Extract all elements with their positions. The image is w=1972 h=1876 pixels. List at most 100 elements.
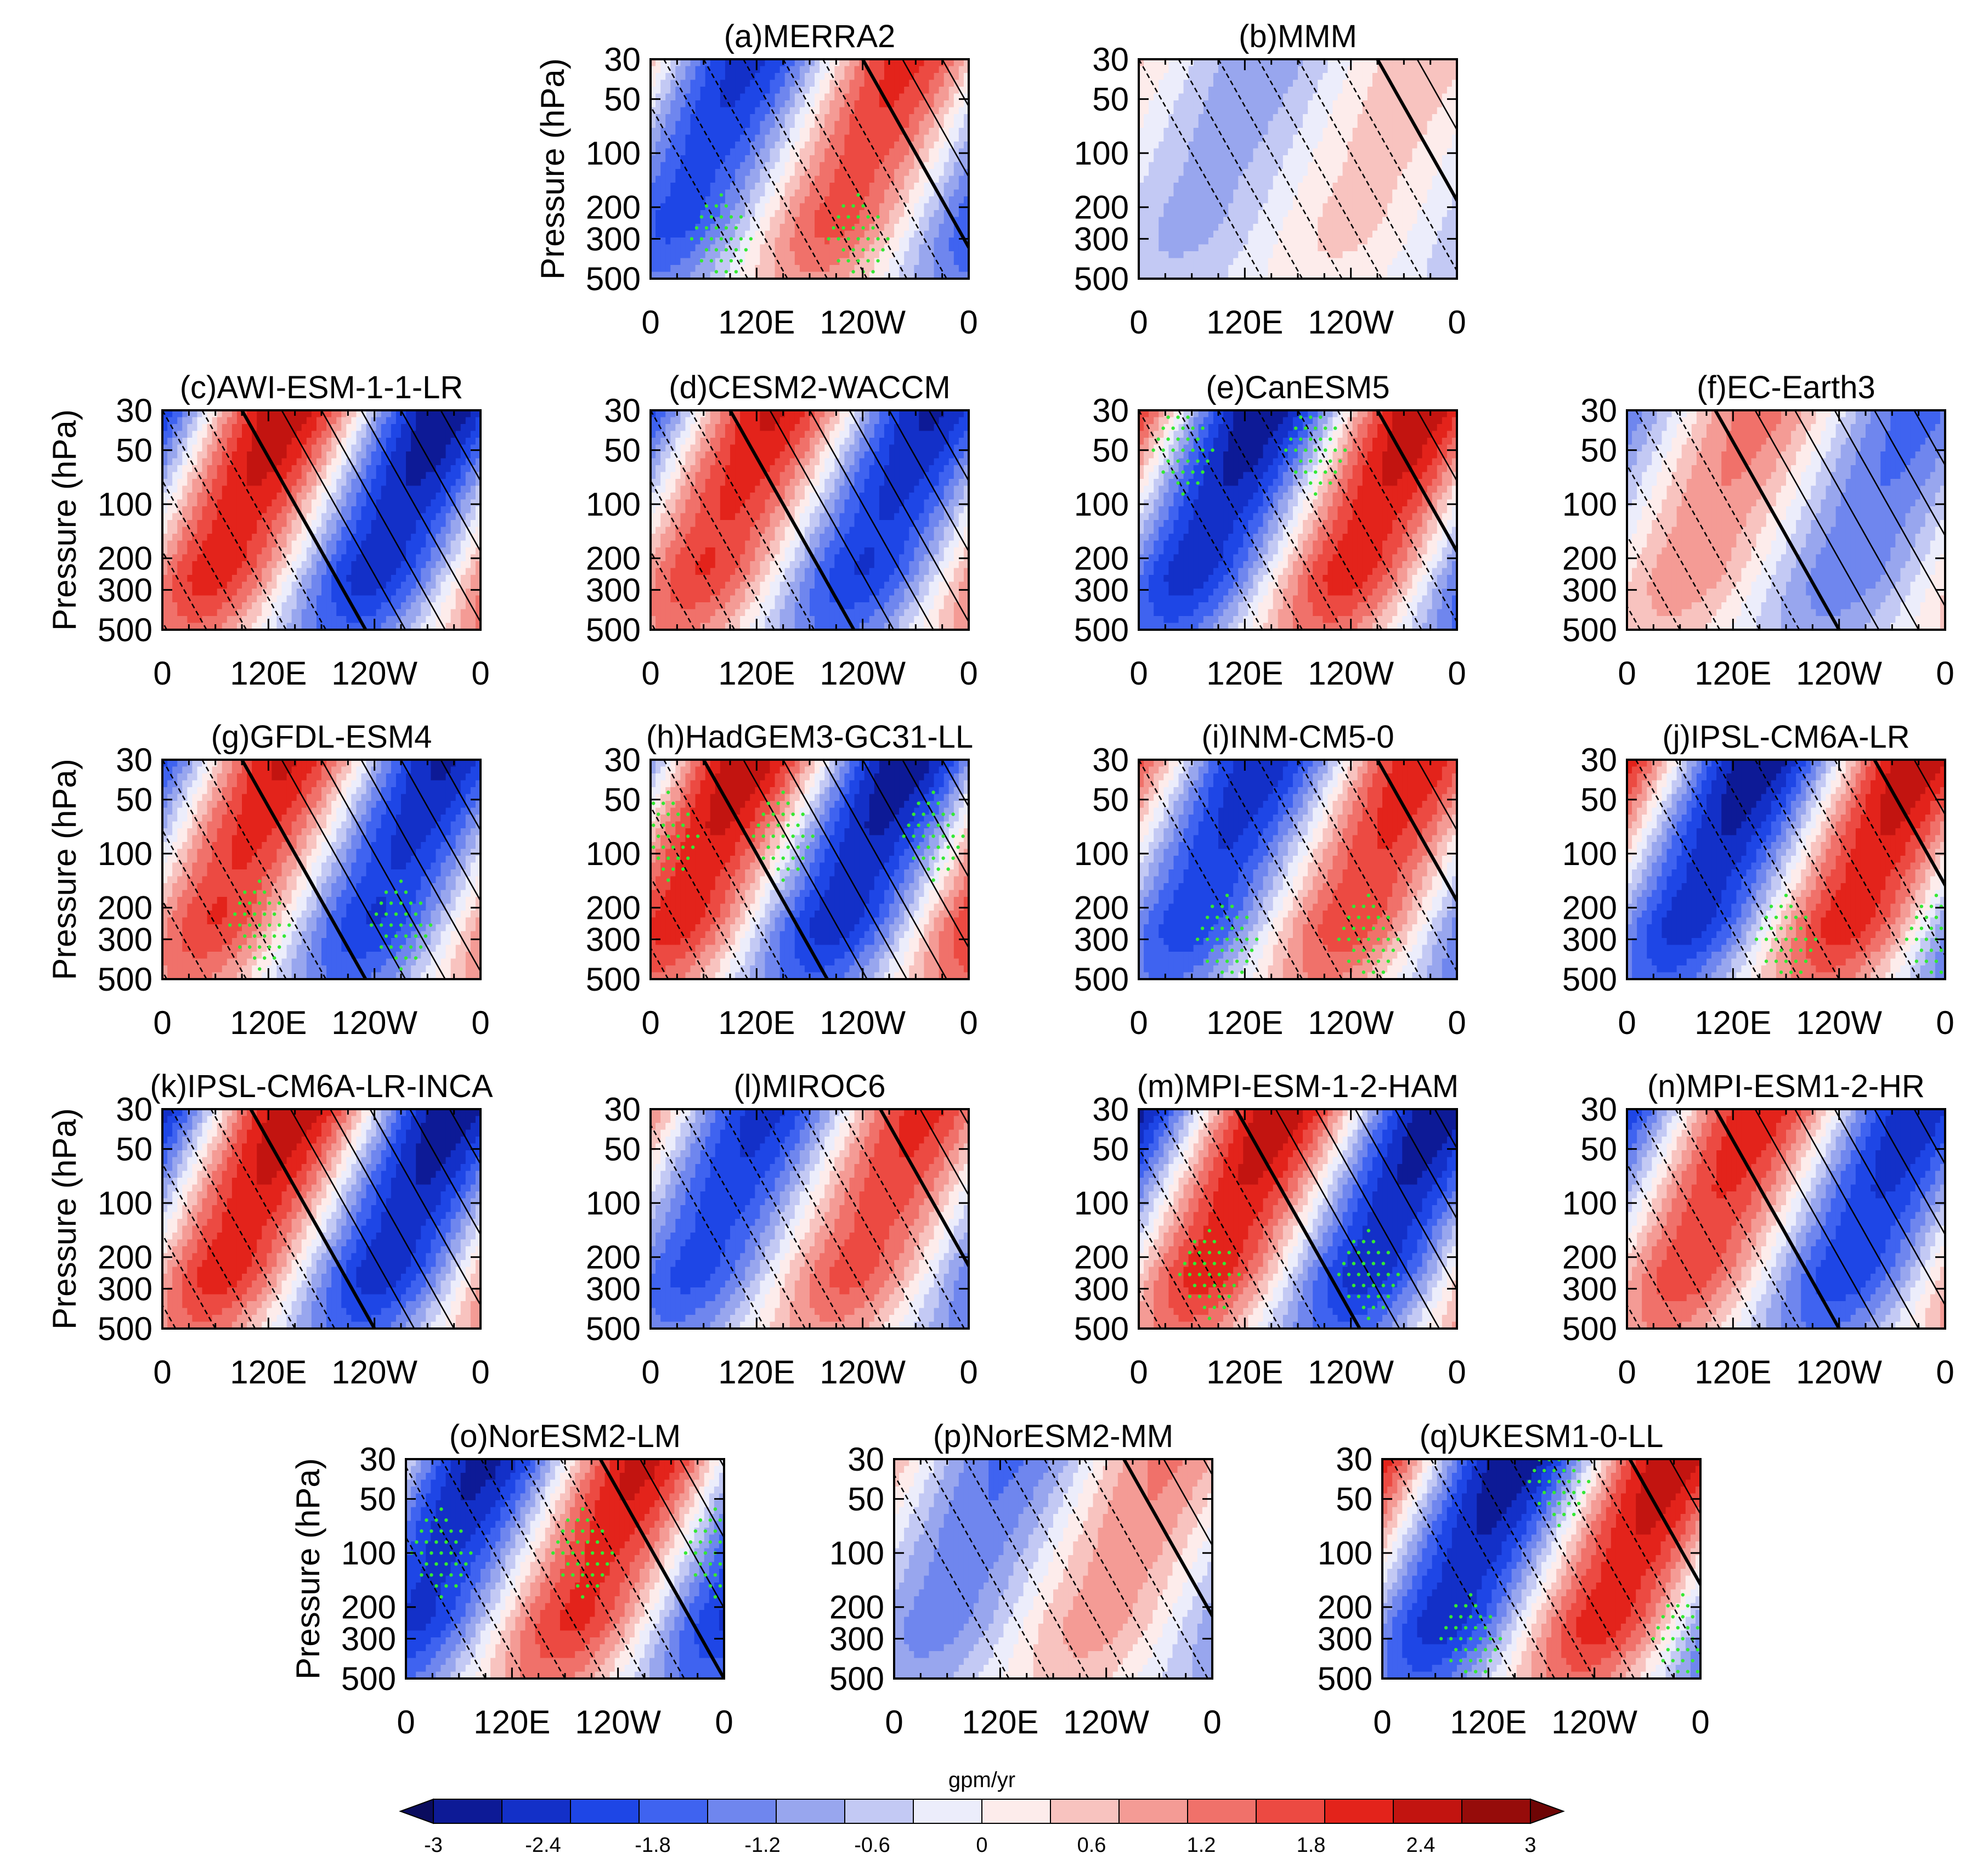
x-tick-label: 0 (641, 304, 659, 341)
x-tick-label: 120W (820, 1354, 906, 1391)
contours (1635, 760, 1945, 979)
shading (1627, 410, 1945, 630)
y-tick-label: 500 (98, 961, 152, 998)
x-tick-label: 120E (1206, 655, 1283, 692)
x-tick-label: 0 (1203, 1704, 1221, 1741)
x-tick-label: 120W (1063, 1704, 1149, 1741)
y-tick-label: 50 (1092, 1131, 1129, 1168)
y-axis-label: Pressure (hPa) (46, 409, 83, 630)
y-tick-label: 200 (586, 1239, 641, 1276)
x-tick-label: 120W (820, 304, 906, 341)
y-tick-label: 300 (586, 1270, 641, 1307)
y-tick-label: 500 (98, 1310, 152, 1347)
y-tick-label: 500 (98, 612, 152, 648)
contours (1139, 410, 1457, 630)
x-tick-label: 120E (230, 1354, 307, 1391)
stippling (1178, 1229, 1400, 1320)
y-axis-label: Pressure (hPa) (290, 1458, 326, 1679)
x-tick-label: 0 (153, 1354, 171, 1391)
x-tick-label: 0 (1936, 655, 1954, 692)
x-tick-label: 0 (471, 1004, 489, 1041)
x-tick-label: 0 (1129, 1004, 1148, 1041)
y-tick-label: 50 (1092, 782, 1129, 818)
colorbar-box (639, 1799, 708, 1824)
y-tick-label: 30 (604, 1091, 641, 1128)
contours (651, 760, 969, 979)
x-tick-label: 0 (1936, 1354, 1954, 1391)
x-tick-label: 0 (1448, 1354, 1466, 1391)
y-tick-label: 300 (586, 221, 641, 257)
x-tick-label: 0 (959, 1004, 977, 1041)
x-tick-label: 120W (820, 1004, 906, 1041)
y-tick-label: 500 (1562, 961, 1617, 998)
shading (1139, 410, 1457, 630)
y-tick-label: 200 (829, 1589, 884, 1626)
x-tick-label: 120E (1206, 304, 1283, 341)
x-tick-label: 120E (718, 1004, 795, 1041)
y-tick-label: 300 (1562, 921, 1617, 958)
y-tick-label: 50 (1580, 1131, 1617, 1168)
shading (1627, 760, 1945, 979)
y-tick-label: 100 (98, 486, 152, 523)
x-tick-label: 120W (1308, 304, 1394, 341)
shading (651, 1109, 969, 1329)
colorbar-tick-label: 0 (976, 1834, 987, 1857)
y-tick-label: 30 (604, 392, 641, 429)
colorbar-unit: gpm/yr (948, 1768, 1015, 1792)
x-tick-label: 120E (718, 1354, 795, 1391)
y-axis-label: Pressure (hPa) (534, 58, 571, 279)
shading (651, 410, 969, 630)
y-tick-label: 300 (586, 921, 641, 958)
y-tick-label: 200 (1074, 189, 1129, 226)
colorbar-min-arrow (399, 1798, 434, 1824)
stippling (1151, 415, 1347, 496)
y-tick-label: 500 (586, 612, 641, 648)
y-tick-label: 200 (1074, 890, 1129, 926)
y-tick-label: 100 (829, 1535, 884, 1572)
contours (651, 1109, 969, 1329)
y-tick-label: 30 (1580, 742, 1617, 778)
x-tick-label: 120W (1796, 655, 1882, 692)
colorbar-box (913, 1799, 982, 1824)
y-tick-label: 500 (1562, 612, 1617, 648)
panel-title: (c)AWI-ESM-1-1-LR (180, 370, 464, 405)
shading (1139, 760, 1457, 979)
y-tick-label: 200 (1318, 1589, 1372, 1626)
y-tick-label: 30 (1580, 392, 1617, 429)
x-tick-label: 0 (1691, 1704, 1709, 1741)
x-tick-label: 120W (575, 1704, 661, 1741)
panel-title: (q)UKESM1-0-LL (1420, 1419, 1664, 1454)
x-tick-label: 0 (715, 1704, 733, 1741)
y-tick-label: 50 (116, 1131, 152, 1168)
colorbar-box (501, 1799, 571, 1824)
y-tick-label: 100 (1074, 486, 1129, 523)
x-tick-label: 120W (1796, 1004, 1882, 1041)
y-tick-label: 100 (1562, 1185, 1617, 1222)
y-tick-label: 100 (341, 1535, 396, 1572)
panel-title: (i)INM-CM5-0 (1201, 719, 1394, 755)
colorbar-box (570, 1799, 640, 1824)
panel-title: (o)NorESM2-LM (449, 1419, 681, 1454)
y-tick-label: 30 (1092, 41, 1129, 78)
y-tick-label: 100 (98, 835, 152, 872)
y-tick-label: 200 (586, 540, 641, 577)
contours (1139, 1109, 1457, 1329)
stippling (690, 193, 890, 274)
y-tick-label: 300 (1074, 572, 1129, 608)
y-tick-label: 100 (98, 1185, 152, 1222)
y-tick-label: 100 (586, 135, 641, 172)
y-tick-label: 200 (586, 189, 641, 226)
y-tick-label: 300 (341, 1620, 396, 1657)
panel-title: (d)CESM2-WACCM (669, 370, 950, 405)
x-tick-label: 0 (153, 655, 171, 692)
y-tick-label: 300 (586, 572, 641, 608)
y-tick-label: 100 (1074, 835, 1129, 872)
stippling (228, 879, 433, 971)
colorbar-tick-label: -0.6 (854, 1834, 890, 1857)
y-tick-label: 50 (847, 1481, 884, 1518)
shading (894, 1459, 1212, 1679)
x-tick-label: 0 (1936, 1004, 1954, 1041)
